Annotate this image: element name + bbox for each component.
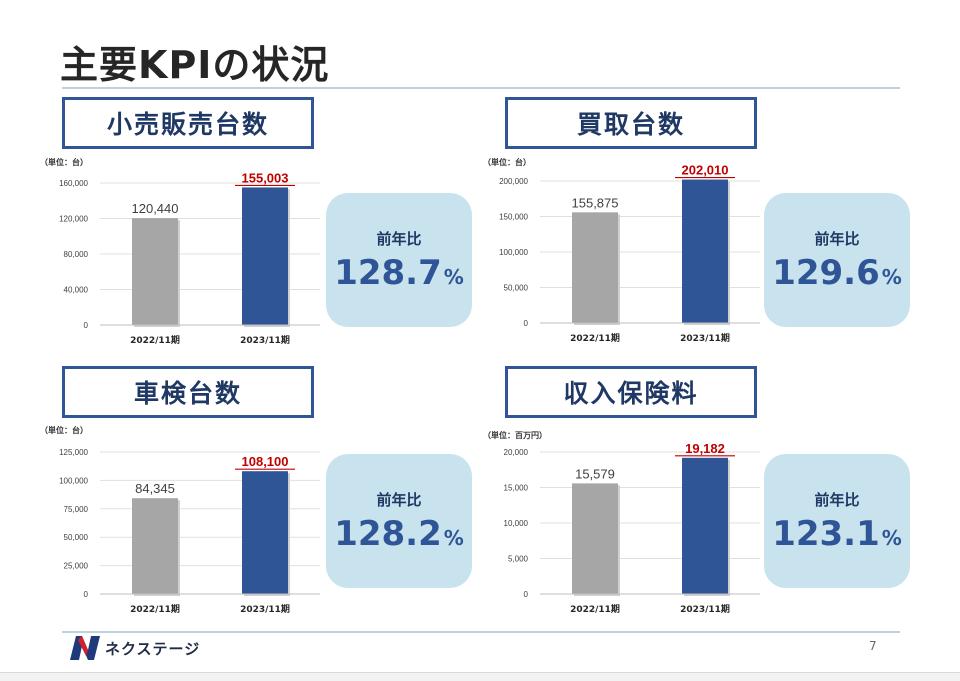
y-tick-label: 125,000 — [59, 448, 88, 457]
x-tick-label: 2023/11期 — [680, 332, 730, 344]
ratio-value: 129.6% — [772, 253, 902, 293]
page-number: 7 — [869, 639, 877, 653]
bar-previous-year — [572, 483, 618, 594]
ratio-label: 前年比 — [376, 229, 422, 248]
ratio-percent: % — [443, 525, 464, 550]
x-tick-label: 2022/11期 — [570, 603, 620, 615]
bar-current-year — [242, 471, 288, 594]
ratio-percent: % — [881, 525, 902, 550]
yoy-ratio-box: 前年比 128.2% — [326, 454, 472, 588]
y-tick-label: 40,000 — [64, 286, 89, 295]
yoy-ratio-box: 前年比 129.6% — [764, 193, 910, 327]
x-tick-label: 2023/11期 — [680, 603, 730, 615]
ratio-percent: % — [443, 264, 464, 289]
panel-title: 収入保険料 — [505, 366, 757, 418]
yoy-ratio-box: 前年比 128.7% — [326, 193, 472, 327]
bar-chart: 0 25,000 50,000 75,000 100,000 125,000 84,345 2… — [59, 448, 320, 615]
data-label: 19,182 — [685, 441, 725, 456]
y-tick-label: 150,000 — [499, 213, 528, 222]
x-tick-label: 2022/11期 — [130, 603, 180, 615]
y-tick-label: 80,000 — [64, 250, 89, 259]
y-tick-label: 25,000 — [64, 562, 89, 571]
data-label: 84,345 — [135, 481, 175, 496]
ratio-label: 前年比 — [376, 490, 422, 509]
unit-label: （単位：台） — [483, 158, 531, 167]
data-label: 202,010 — [682, 163, 729, 178]
ratio-value: 128.7% — [334, 253, 464, 293]
panel-title: 買取台数 — [505, 97, 757, 149]
ratio-number: 128.2 — [334, 513, 442, 554]
bar-previous-year — [132, 498, 178, 594]
y-tick-label: 50,000 — [504, 284, 529, 293]
bottom-edge — [0, 672, 960, 681]
panel-title: 小売販売台数 — [62, 97, 314, 149]
y-tick-label: 20,000 — [504, 448, 529, 457]
data-label: 15,579 — [575, 466, 615, 481]
logo-text: ネクステージ — [105, 639, 201, 658]
y-tick-label: 0 — [524, 590, 529, 599]
data-label: 155,003 — [242, 170, 289, 185]
unit-label: （単位：台） — [40, 426, 88, 435]
footer-divider — [62, 631, 900, 633]
bar-current-year — [682, 179, 728, 323]
unit-label: （単位：台） — [40, 158, 88, 167]
y-tick-label: 15,000 — [504, 484, 529, 493]
bar-previous-year — [132, 218, 178, 325]
y-tick-label: 160,000 — [59, 179, 88, 188]
bar-previous-year — [572, 212, 618, 323]
y-tick-label: 0 — [84, 590, 89, 599]
y-tick-label: 50,000 — [64, 533, 89, 542]
y-tick-label: 100,000 — [59, 476, 88, 485]
bar-chart: 0 40,000 80,000 120,000 160,000 120,440 2022/1… — [59, 170, 320, 346]
logo-mark-icon — [70, 636, 100, 660]
kpi-panel-retail-sales: 小売販売台数 （単位：台） 0 40,000 80,000 120,000 160,00… — [40, 97, 502, 357]
data-label: 120,440 — [132, 201, 179, 216]
ratio-value: 128.2% — [334, 514, 464, 554]
ratio-number: 129.6 — [772, 252, 880, 293]
x-tick-label: 2022/11期 — [570, 332, 620, 344]
y-tick-label: 0 — [84, 321, 89, 330]
bar-chart: 0 50,000 100,000 150,000 200,000 155,875 2022/… — [499, 163, 760, 344]
unit-label: （単位：百万円） — [483, 431, 547, 440]
bar-chart: 0 5,000 10,000 15,000 20,000 15,579 2022/11期 19… — [504, 441, 760, 615]
ratio-label: 前年比 — [814, 490, 860, 509]
y-tick-label: 120,000 — [59, 215, 88, 224]
kpi-panel-insurance-premium: 収入保険料 （単位：百万円） 0 5,000 10,000 15,000 20,000 1… — [483, 366, 945, 626]
bar-current-year — [242, 187, 288, 325]
y-tick-label: 5,000 — [508, 555, 529, 564]
ratio-number: 123.1 — [772, 513, 880, 554]
yoy-ratio-box: 前年比 123.1% — [764, 454, 910, 588]
company-logo: ネクステージ — [70, 636, 200, 660]
y-tick-label: 0 — [524, 319, 529, 328]
data-label: 155,875 — [572, 195, 619, 210]
panel-title: 車検台数 — [62, 366, 314, 418]
ratio-percent: % — [881, 264, 902, 289]
title-divider — [62, 87, 900, 89]
page-title: 主要KPIの状況 — [60, 43, 330, 87]
ratio-value: 123.1% — [772, 514, 902, 554]
kpi-panel-inspections: 車検台数 （単位：台） 0 25,000 50,000 75,000 100,000 12… — [40, 366, 502, 626]
data-label: 108,100 — [242, 454, 289, 469]
y-tick-label: 200,000 — [499, 177, 528, 186]
bar-current-year — [682, 457, 728, 594]
kpi-panel-purchases: 買取台数 （単位：台） 0 50,000 100,000 150,000 200,000… — [483, 97, 945, 357]
x-tick-label: 2022/11期 — [130, 334, 180, 346]
x-tick-label: 2023/11期 — [240, 334, 290, 346]
ratio-label: 前年比 — [814, 229, 860, 248]
x-tick-label: 2023/11期 — [240, 603, 290, 615]
y-tick-label: 100,000 — [499, 248, 528, 257]
ratio-number: 128.7 — [334, 252, 442, 293]
y-tick-label: 75,000 — [64, 505, 89, 514]
y-tick-label: 10,000 — [504, 519, 529, 528]
